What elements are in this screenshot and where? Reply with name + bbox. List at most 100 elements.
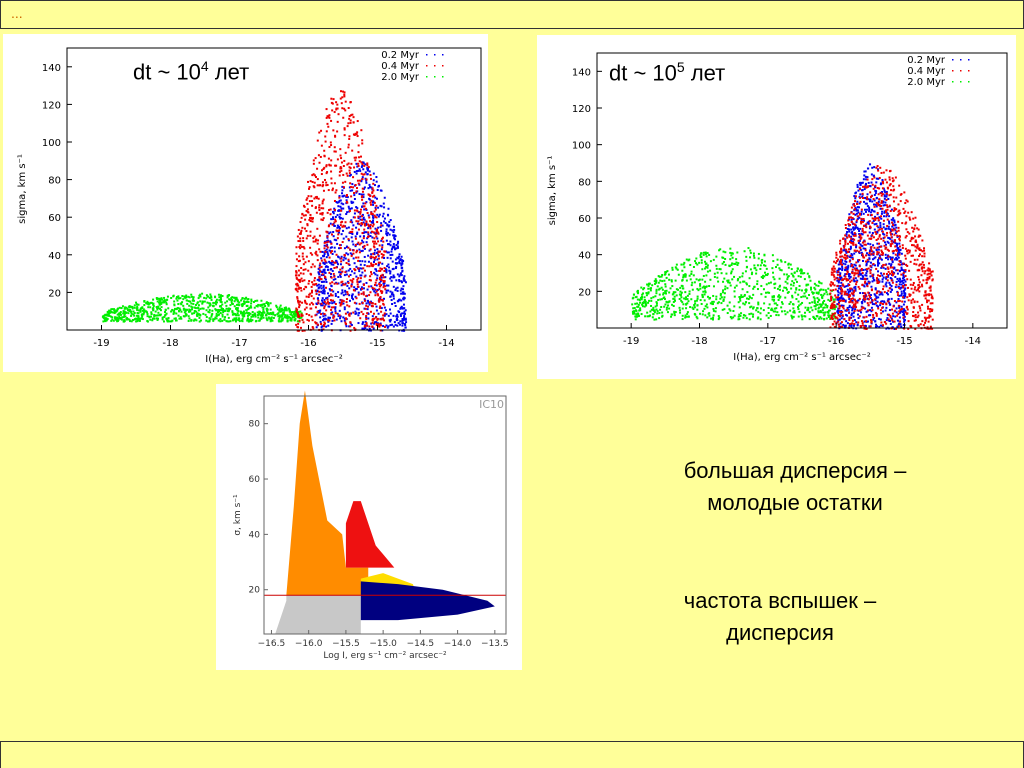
point-0-2-Myr: [328, 232, 331, 235]
point-2-0-Myr: [649, 287, 652, 290]
point-0-2-Myr: [837, 312, 840, 315]
point-0-4-Myr: [384, 285, 387, 288]
point-0-4-Myr: [930, 270, 933, 273]
point-0-4-Myr: [917, 275, 920, 278]
point-0-2-Myr: [334, 278, 337, 281]
point-2-0-Myr: [660, 298, 663, 301]
point-2-0-Myr: [670, 315, 673, 318]
point-0-4-Myr: [356, 120, 359, 123]
point-0-4-Myr: [309, 292, 312, 295]
point-0-4-Myr: [330, 250, 333, 253]
point-0-2-Myr: [852, 238, 855, 241]
point-2-0-Myr: [756, 288, 759, 291]
point-0-2-Myr: [854, 289, 857, 292]
point-2-0-Myr: [732, 309, 735, 312]
point-0-4-Myr: [311, 319, 314, 322]
point-2-0-Myr: [745, 255, 748, 258]
point-2-0-Myr: [660, 275, 663, 278]
point-0-4-Myr: [360, 172, 363, 175]
point-2-0-Myr: [110, 308, 113, 311]
point-0-4-Myr: [907, 320, 910, 323]
point-2-0-Myr: [799, 275, 802, 278]
point-2-0-Myr: [658, 293, 661, 296]
point-0-4-Myr: [371, 225, 374, 228]
point-0-4-Myr: [332, 98, 335, 101]
point-0-2-Myr: [354, 295, 357, 298]
point-0-4-Myr: [339, 97, 342, 100]
point-0-4-Myr: [299, 326, 302, 329]
point-0-4-Myr: [346, 125, 349, 128]
point-0-4-Myr: [346, 293, 349, 296]
point-0-4-Myr: [839, 274, 842, 277]
point-2-0-Myr: [666, 311, 669, 314]
point-0-4-Myr: [361, 301, 364, 304]
point-0-4-Myr: [314, 240, 317, 243]
point-0-2-Myr: [377, 206, 380, 209]
point-0-2-Myr: [394, 235, 397, 238]
point-2-0-Myr: [811, 301, 814, 304]
point-0-4-Myr: [926, 299, 929, 302]
point-2-0-Myr: [738, 276, 741, 279]
point-0-4-Myr: [309, 252, 312, 255]
point-2-0-Myr: [719, 248, 722, 251]
point-0-4-Myr: [874, 302, 877, 305]
point-0-2-Myr: [838, 297, 841, 300]
point-0-4-Myr: [349, 329, 352, 332]
point-0-2-Myr: [396, 289, 399, 292]
point-0-2-Myr: [840, 281, 843, 284]
point-0-4-Myr: [328, 319, 331, 322]
point-2-0-Myr: [268, 317, 271, 320]
point-0-2-Myr: [360, 250, 363, 253]
point-0-2-Myr: [860, 232, 863, 235]
point-0-4-Myr: [325, 309, 328, 312]
point-2-0-Myr: [733, 305, 736, 308]
point-0-2-Myr: [389, 270, 392, 273]
point-2-0-Myr: [257, 303, 260, 306]
point-2-0-Myr: [670, 280, 673, 283]
point-0-2-Myr: [386, 256, 389, 259]
point-2-0-Myr: [684, 298, 687, 301]
point-0-4-Myr: [365, 295, 368, 298]
point-0-4-Myr: [926, 326, 929, 329]
point-2-0-Myr: [785, 286, 788, 289]
point-0-2-Myr: [849, 248, 852, 251]
point-0-4-Myr: [295, 283, 298, 286]
point-0-2-Myr: [343, 317, 346, 320]
point-0-2-Myr: [362, 327, 365, 330]
point-2-0-Myr: [790, 283, 793, 286]
point-0-4-Myr: [342, 90, 345, 93]
point-0-4-Myr: [886, 208, 889, 211]
point-0-4-Myr: [344, 221, 347, 224]
point-2-0-Myr: [749, 256, 752, 259]
point-2-0-Myr: [701, 295, 704, 298]
point-0-4-Myr: [333, 208, 336, 211]
point-0-4-Myr: [367, 223, 370, 226]
point-0-2-Myr: [361, 239, 364, 242]
point-2-0-Myr: [714, 310, 717, 313]
point-2-0-Myr: [793, 310, 796, 313]
point-0-4-Myr: [855, 261, 858, 264]
point-2-0-Myr: [115, 309, 118, 312]
point-2-0-Myr: [265, 301, 268, 304]
point-2-0-Myr: [696, 304, 699, 307]
point-0-2-Myr: [863, 300, 866, 303]
point-0-2-Myr: [869, 314, 872, 317]
point-0-4-Myr: [883, 291, 886, 294]
point-2-0-Myr: [209, 293, 212, 296]
point-2-0-Myr: [688, 292, 691, 295]
point-2-0-Myr: [122, 320, 125, 323]
point-0-4-Myr: [356, 283, 359, 286]
point-0-2-Myr: [345, 199, 348, 202]
point-2-0-Myr: [734, 262, 737, 265]
point-0-2-Myr: [893, 266, 896, 269]
point-0-4-Myr: [311, 220, 314, 223]
point-0-2-Myr: [882, 276, 885, 279]
point-0-4-Myr: [864, 231, 867, 234]
point-2-0-Myr: [774, 310, 777, 313]
point-0-4-Myr: [382, 276, 385, 279]
point-0-2-Myr: [857, 309, 860, 312]
point-0-4-Myr: [923, 294, 926, 297]
point-2-0-Myr: [208, 317, 211, 320]
point-2-0-Myr: [216, 311, 219, 314]
point-0-4-Myr: [317, 154, 320, 157]
